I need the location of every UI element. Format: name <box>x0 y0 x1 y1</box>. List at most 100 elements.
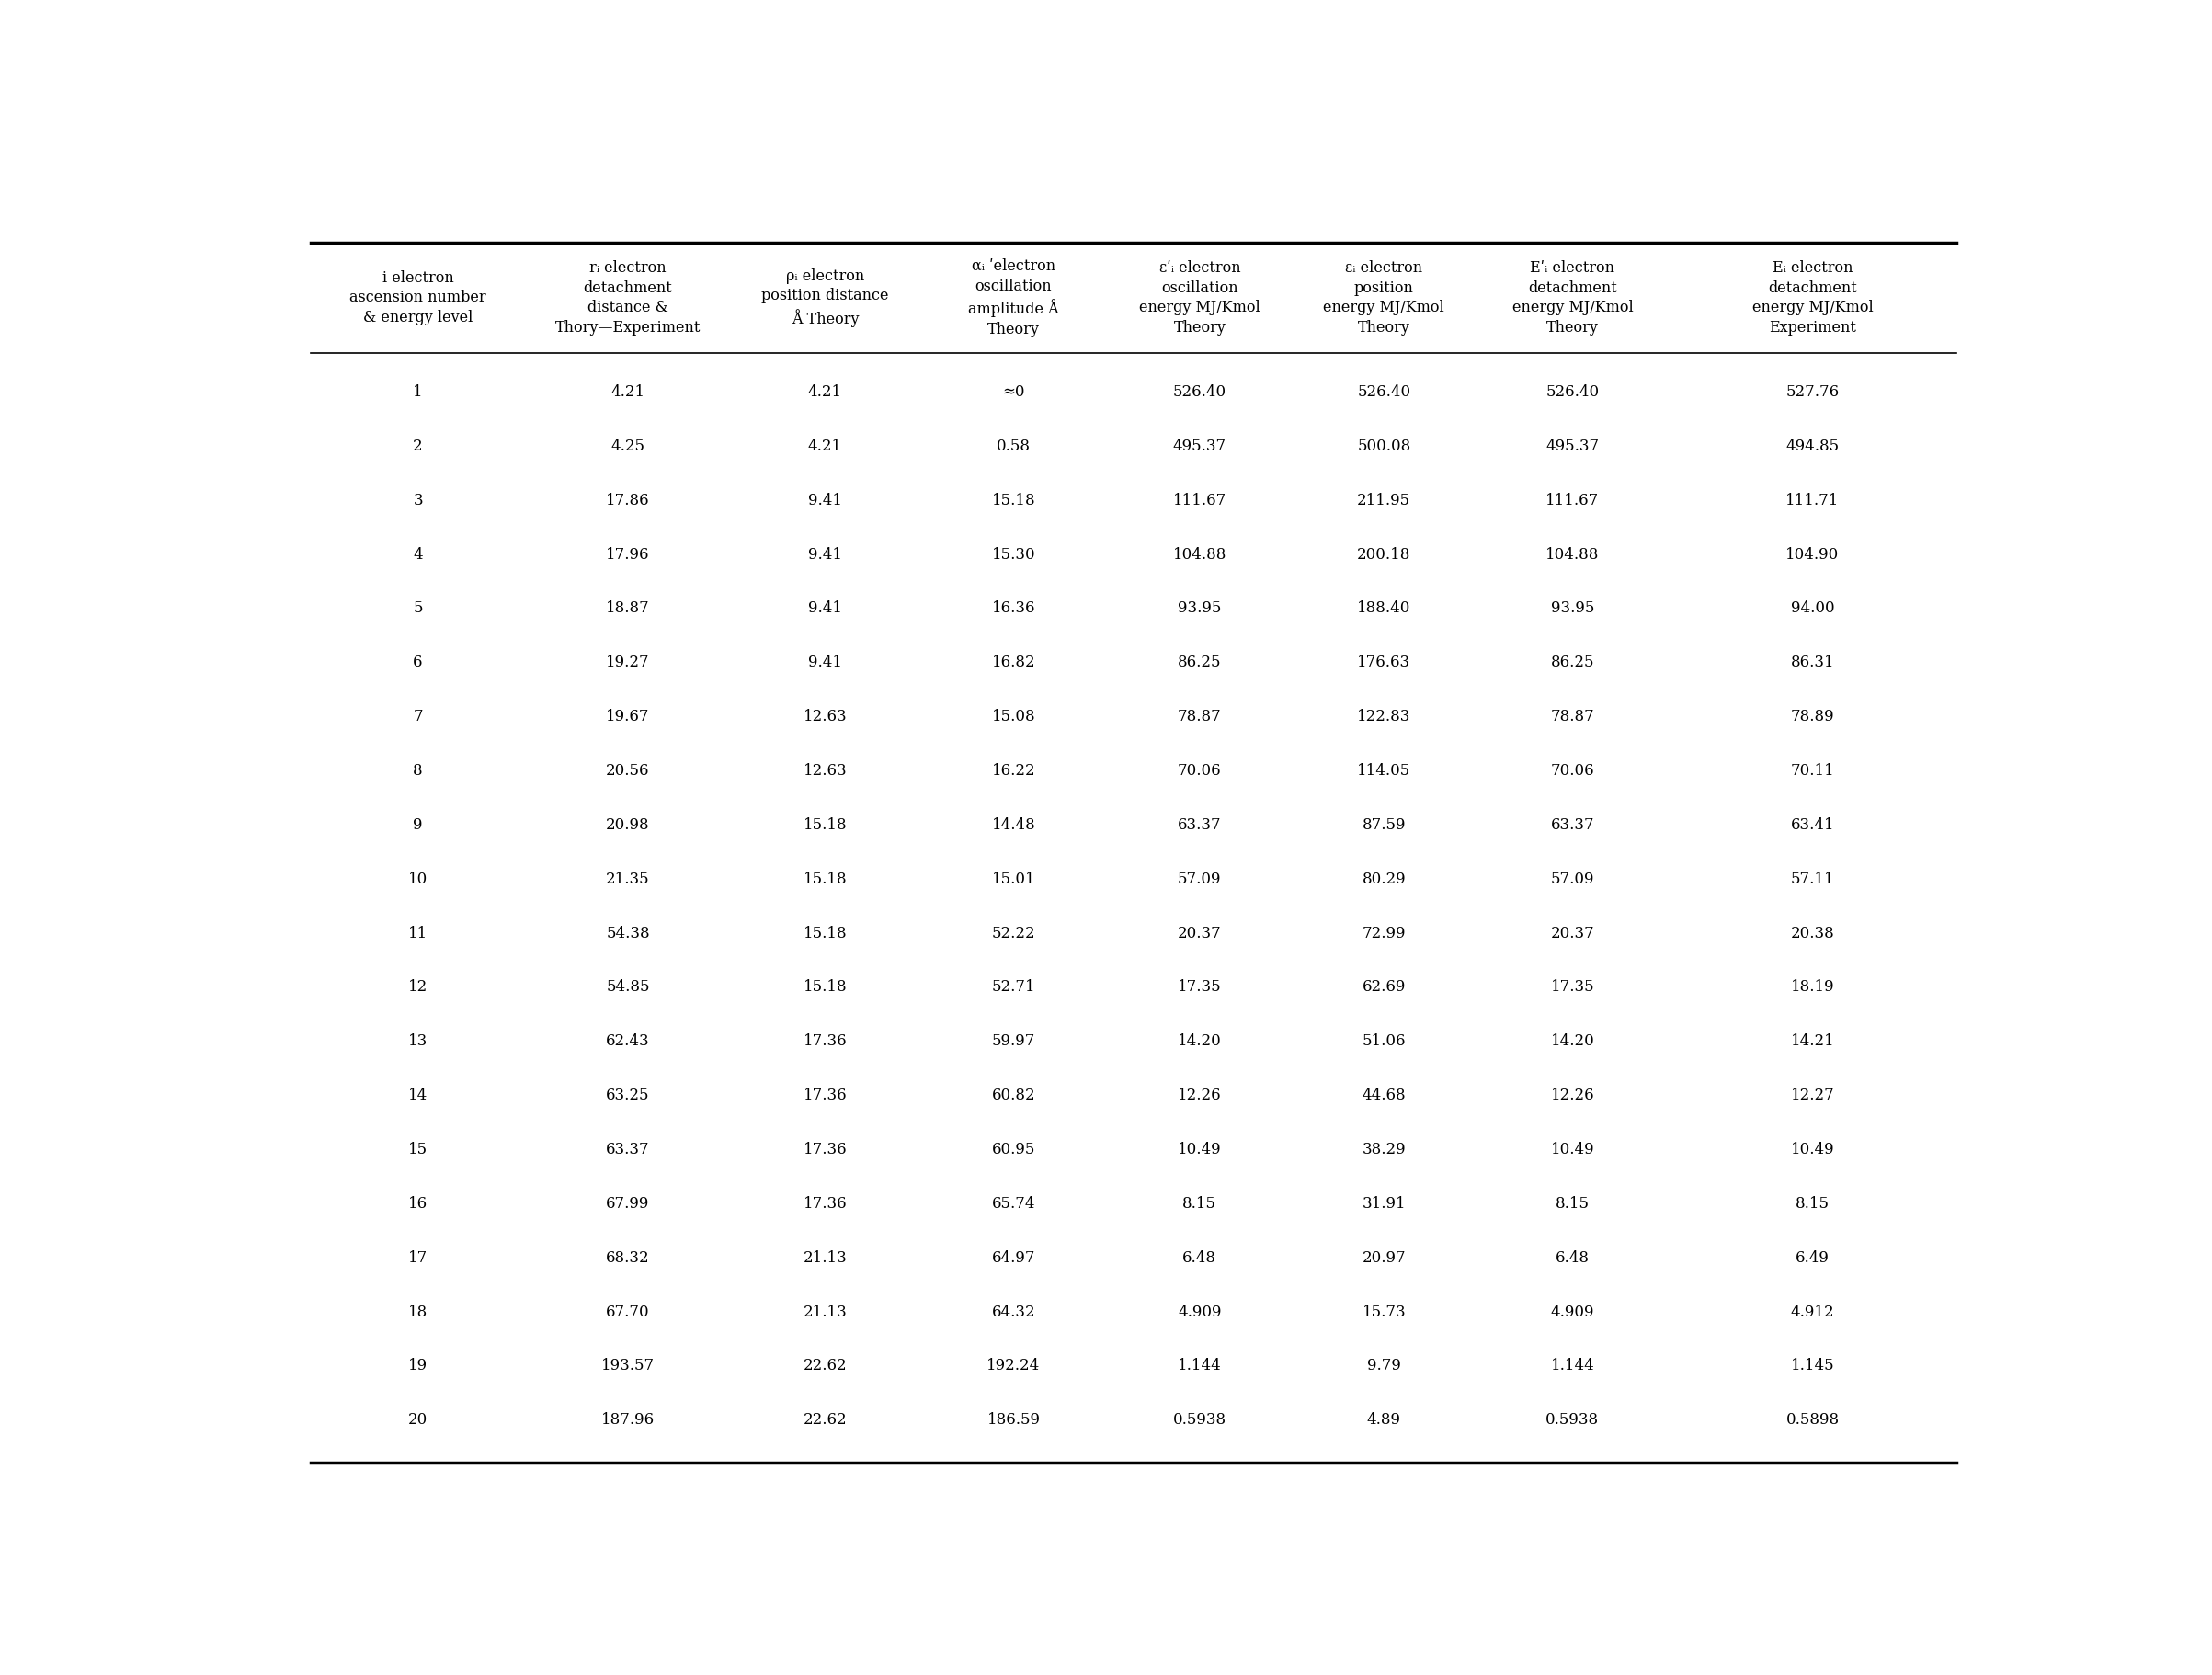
Text: 4.909: 4.909 <box>1177 1305 1221 1320</box>
Text: 57.09: 57.09 <box>1551 871 1595 888</box>
Text: 14.20: 14.20 <box>1551 1033 1595 1049</box>
Text: 114.05: 114.05 <box>1358 764 1411 779</box>
Text: 67.70: 67.70 <box>606 1305 650 1320</box>
Text: 93.95: 93.95 <box>1551 601 1595 616</box>
Text: 20.56: 20.56 <box>606 764 650 779</box>
Text: 21.35: 21.35 <box>606 871 650 888</box>
Text: 15.30: 15.30 <box>991 546 1035 563</box>
Text: 200.18: 200.18 <box>1358 546 1411 563</box>
Text: 14: 14 <box>409 1087 427 1104</box>
Text: 15.08: 15.08 <box>991 709 1035 725</box>
Text: 495.37: 495.37 <box>1172 439 1225 454</box>
Text: 17.36: 17.36 <box>803 1087 847 1104</box>
Text: 18.19: 18.19 <box>1792 980 1834 995</box>
Text: 72.99: 72.99 <box>1363 925 1407 941</box>
Text: 52.71: 52.71 <box>991 980 1035 995</box>
Text: 78.89: 78.89 <box>1792 709 1834 725</box>
Text: 21.13: 21.13 <box>803 1250 847 1266</box>
Text: 526.40: 526.40 <box>1546 384 1599 400</box>
Text: 19.67: 19.67 <box>606 709 650 725</box>
Text: 86.31: 86.31 <box>1792 655 1834 670</box>
Text: 14.20: 14.20 <box>1177 1033 1221 1049</box>
Text: εʹᵢ electron
oscillation
energy MJ/Kmol
Theory: εʹᵢ electron oscillation energy MJ/Kmol … <box>1139 260 1261 335</box>
Text: 22.62: 22.62 <box>803 1358 847 1374</box>
Text: 17.35: 17.35 <box>1551 980 1595 995</box>
Text: 15.73: 15.73 <box>1363 1305 1407 1320</box>
Text: 9.41: 9.41 <box>807 492 843 508</box>
Text: 94.00: 94.00 <box>1792 601 1834 616</box>
Text: 17.35: 17.35 <box>1177 980 1221 995</box>
Text: 44.68: 44.68 <box>1363 1087 1407 1104</box>
Text: 14.48: 14.48 <box>991 817 1035 832</box>
Text: 78.87: 78.87 <box>1551 709 1595 725</box>
Text: 93.95: 93.95 <box>1177 601 1221 616</box>
Text: 6.49: 6.49 <box>1796 1250 1829 1266</box>
Text: 15.18: 15.18 <box>991 492 1035 508</box>
Text: i electron
ascension number
& energy level: i electron ascension number & energy lev… <box>349 270 487 325</box>
Text: 4.89: 4.89 <box>1367 1412 1400 1429</box>
Text: 13: 13 <box>409 1033 427 1049</box>
Text: 63.37: 63.37 <box>606 1142 650 1157</box>
Text: 38.29: 38.29 <box>1363 1142 1407 1157</box>
Text: 4.21: 4.21 <box>807 384 843 400</box>
Text: 17.96: 17.96 <box>606 546 650 563</box>
Text: 12.63: 12.63 <box>803 709 847 725</box>
Text: 70.06: 70.06 <box>1551 764 1595 779</box>
Text: 5: 5 <box>414 601 422 616</box>
Text: 63.37: 63.37 <box>1177 817 1221 832</box>
Text: 17: 17 <box>409 1250 427 1266</box>
Text: rᵢ electron
detachment
distance &
Thory—Experiment: rᵢ electron detachment distance & Thory—… <box>555 260 701 335</box>
Text: 6.48: 6.48 <box>1183 1250 1217 1266</box>
Text: 70.11: 70.11 <box>1790 764 1834 779</box>
Text: 52.22: 52.22 <box>991 925 1035 941</box>
Text: 60.82: 60.82 <box>991 1087 1035 1104</box>
Text: 10: 10 <box>409 871 427 888</box>
Text: 15.18: 15.18 <box>803 980 847 995</box>
Text: Eʹᵢ electron
detachment
energy MJ/Kmol
Theory: Eʹᵢ electron detachment energy MJ/Kmol T… <box>1513 260 1632 335</box>
Text: 51.06: 51.06 <box>1363 1033 1407 1049</box>
Text: 60.95: 60.95 <box>991 1142 1035 1157</box>
Text: αᵢ ʹelectron
oscillation
amplitude Å
Theory: αᵢ ʹelectron oscillation amplitude Å The… <box>969 258 1060 337</box>
Text: 15.18: 15.18 <box>803 871 847 888</box>
Text: 104.90: 104.90 <box>1785 546 1840 563</box>
Text: 20: 20 <box>409 1412 427 1429</box>
Text: 3: 3 <box>414 492 422 508</box>
Text: 0.5938: 0.5938 <box>1172 1412 1225 1429</box>
Text: 1.144: 1.144 <box>1551 1358 1595 1374</box>
Text: 31.91: 31.91 <box>1363 1196 1407 1211</box>
Text: 15: 15 <box>409 1142 427 1157</box>
Text: 18: 18 <box>409 1305 427 1320</box>
Text: 15.01: 15.01 <box>991 871 1035 888</box>
Text: 63.41: 63.41 <box>1792 817 1834 832</box>
Text: 57.09: 57.09 <box>1177 871 1221 888</box>
Text: 10.49: 10.49 <box>1792 1142 1834 1157</box>
Text: 4.909: 4.909 <box>1551 1305 1595 1320</box>
Text: 111.67: 111.67 <box>1172 492 1225 508</box>
Text: 188.40: 188.40 <box>1358 601 1411 616</box>
Text: 17.36: 17.36 <box>803 1196 847 1211</box>
Text: 80.29: 80.29 <box>1363 871 1407 888</box>
Text: 54.38: 54.38 <box>606 925 650 941</box>
Text: 192.24: 192.24 <box>987 1358 1040 1374</box>
Text: 12.26: 12.26 <box>1177 1087 1221 1104</box>
Text: 14.21: 14.21 <box>1790 1033 1834 1049</box>
Text: 122.83: 122.83 <box>1358 709 1411 725</box>
Text: Eᵢ electron
detachment
energy MJ/Kmol
Experiment: Eᵢ electron detachment energy MJ/Kmol Ex… <box>1752 260 1874 335</box>
Text: 1.145: 1.145 <box>1792 1358 1834 1374</box>
Text: 68.32: 68.32 <box>606 1250 650 1266</box>
Text: 54.85: 54.85 <box>606 980 650 995</box>
Text: 64.97: 64.97 <box>991 1250 1035 1266</box>
Text: 17.36: 17.36 <box>803 1033 847 1049</box>
Text: 8.15: 8.15 <box>1555 1196 1590 1211</box>
Text: 0.5898: 0.5898 <box>1785 1412 1838 1429</box>
Text: 9.79: 9.79 <box>1367 1358 1400 1374</box>
Text: 9.41: 9.41 <box>807 546 843 563</box>
Text: 67.99: 67.99 <box>606 1196 650 1211</box>
Text: 7: 7 <box>414 709 422 725</box>
Text: 526.40: 526.40 <box>1358 384 1411 400</box>
Text: 1.144: 1.144 <box>1177 1358 1221 1374</box>
Text: 12: 12 <box>409 980 427 995</box>
Text: 111.67: 111.67 <box>1546 492 1599 508</box>
Text: 87.59: 87.59 <box>1363 817 1407 832</box>
Text: 494.85: 494.85 <box>1785 439 1838 454</box>
